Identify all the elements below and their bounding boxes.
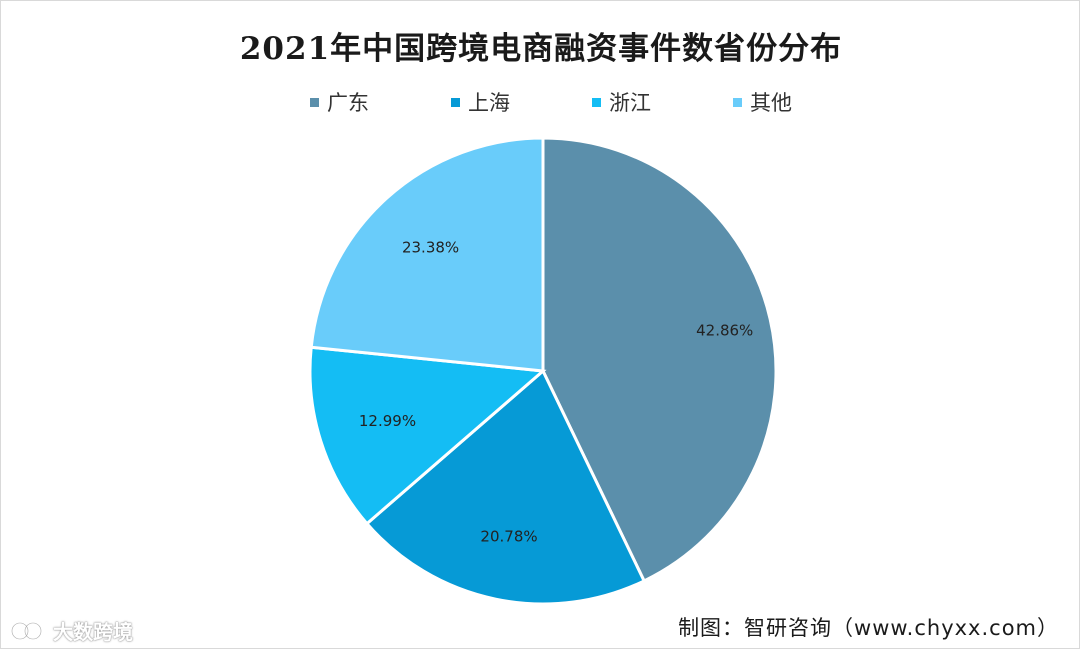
legend-label: 上海: [468, 91, 510, 115]
watermark-text: 大数跨境: [53, 620, 133, 644]
slice-label-zhejiang: 12.99%: [359, 412, 416, 430]
legend-swatch: [733, 97, 742, 107]
legend-item-zhejiang: 浙江: [572, 87, 651, 117]
legend-swatch: [310, 97, 319, 107]
pie-slice-shanghai: [364, 368, 647, 606]
legend-item-shanghai: 上海: [431, 87, 510, 117]
chart-legend: 广东 上海 浙江 其他: [1, 87, 1080, 117]
slice-label-guangdong: 42.86%: [696, 322, 753, 340]
pie-slice-guangdong: [541, 136, 778, 583]
legend-swatch: [451, 97, 460, 107]
pie-slice-zhejiang: [308, 345, 547, 526]
legend-label: 其他: [750, 91, 792, 115]
slice-label-shanghai: 20.78%: [480, 527, 537, 545]
chart-title: 2021年中国跨境电商融资事件数省份分布: [239, 31, 843, 67]
legend-label: 浙江: [609, 91, 651, 115]
legend-item-other: 其他: [713, 87, 792, 117]
pie-slice-other: [309, 136, 545, 373]
source-credit: 制图：智研咨询（www.chyxx.com）: [678, 616, 1059, 640]
legend-item-guangdong: 广东: [290, 87, 369, 117]
watermark-logo-icon: [11, 622, 42, 639]
legend-label: 广东: [327, 91, 369, 115]
slice-label-other: 23.38%: [402, 238, 459, 256]
watermark: 大数跨境: [11, 616, 133, 645]
legend-swatch: [592, 97, 601, 107]
